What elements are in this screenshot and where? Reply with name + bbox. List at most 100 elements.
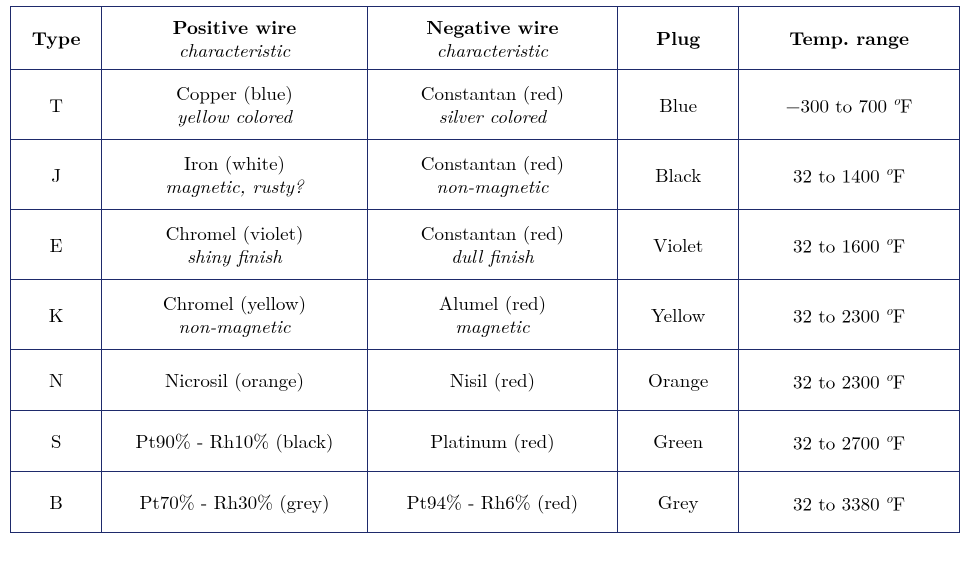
cell-negative: Constantan (red)non-magnetic bbox=[367, 140, 618, 210]
cell-type: E bbox=[11, 210, 102, 280]
table-row: EChromel (violet)shiny finishConstantan … bbox=[11, 210, 960, 280]
negative-main: Platinum (red) bbox=[430, 430, 554, 452]
plug-value: Orange bbox=[648, 369, 708, 391]
col-header-plug-title: Plug bbox=[656, 27, 700, 49]
cell-type: B bbox=[11, 472, 102, 533]
cell-positive: Copper (blue)yellow colored bbox=[102, 70, 367, 140]
type-value: S bbox=[51, 430, 62, 452]
plug-value: Grey bbox=[658, 491, 699, 513]
col-header-type: Type bbox=[11, 7, 102, 70]
col-header-negative-title: Negative wire bbox=[426, 16, 558, 38]
plug-value: Violet bbox=[653, 234, 703, 256]
positive-main: Chromel (yellow) bbox=[163, 292, 306, 314]
cell-positive: Iron (white)magnetic, rusty? bbox=[102, 140, 367, 210]
type-value: N bbox=[49, 369, 63, 391]
col-header-positive-sub: characteristic bbox=[179, 39, 290, 61]
table-row: B Pt70% - Rh30% (grey) Pt94% - Rh6% (red) G… bbox=[11, 472, 960, 533]
positive-main: Copper (blue) bbox=[176, 82, 293, 104]
col-header-positive-title: Positive wire bbox=[173, 16, 297, 38]
cell-type: T bbox=[11, 70, 102, 140]
cell-temp: 32 to 2300 oF bbox=[739, 280, 960, 350]
plug-value: Blue bbox=[659, 94, 697, 116]
cell-type: J bbox=[11, 140, 102, 210]
table-header-row: Type Positive wire characteristic Negati… bbox=[11, 7, 960, 70]
cell-plug: Violet bbox=[618, 210, 739, 280]
cell-positive: Pt90% - Rh10% (black) bbox=[102, 411, 367, 472]
negative-main: Alumel (red) bbox=[439, 292, 546, 314]
temp-value: 32 to 2300 oF bbox=[793, 302, 905, 326]
cell-type: N bbox=[11, 350, 102, 411]
cell-negative: Pt94% - Rh6% (red) bbox=[367, 472, 618, 533]
positive-sub: yellow colored bbox=[177, 105, 292, 127]
table-row: N Nicrosil (orange) Nisil (red) Orange 32 to… bbox=[11, 350, 960, 411]
type-value: K bbox=[49, 304, 64, 326]
thermocouple-table: Type Positive wire characteristic Negati… bbox=[10, 6, 960, 533]
cell-temp: 32 to 1400 oF bbox=[739, 140, 960, 210]
cell-plug: Orange bbox=[618, 350, 739, 411]
cell-temp: 32 to 1600 oF bbox=[739, 210, 960, 280]
type-value: J bbox=[51, 164, 61, 186]
cell-plug: Yellow bbox=[618, 280, 739, 350]
plug-value: Green bbox=[653, 430, 703, 452]
table-row: TCopper (blue)yellow coloredConstantan (… bbox=[11, 70, 960, 140]
col-header-positive: Positive wire characteristic bbox=[102, 7, 367, 70]
negative-sub: silver colored bbox=[439, 105, 546, 127]
col-header-type-title: Type bbox=[32, 27, 81, 49]
temp-value: 32 to 3380 oF bbox=[793, 490, 905, 514]
temp-value: 32 to 2300 oF bbox=[793, 368, 905, 392]
negative-main: Pt94% - Rh6% (red) bbox=[407, 491, 579, 513]
col-header-temp-title: Temp. range bbox=[789, 27, 909, 49]
negative-sub: dull finish bbox=[451, 245, 534, 267]
positive-sub: magnetic, rusty? bbox=[165, 175, 303, 197]
negative-main: Nisil (red) bbox=[450, 369, 535, 391]
cell-type: S bbox=[11, 411, 102, 472]
cell-plug: Blue bbox=[618, 70, 739, 140]
positive-main: Chromel (violet) bbox=[166, 222, 304, 244]
table-body: TCopper (blue)yellow coloredConstantan (… bbox=[11, 70, 960, 533]
cell-negative: Platinum (red) bbox=[367, 411, 618, 472]
cell-negative: Constantan (red)dull finish bbox=[367, 210, 618, 280]
cell-positive: Chromel (violet)shiny finish bbox=[102, 210, 367, 280]
table-row: S Pt90% - Rh10% (black) Platinum (red) Gree… bbox=[11, 411, 960, 472]
col-header-temp: Temp. range bbox=[739, 7, 960, 70]
cell-type: K bbox=[11, 280, 102, 350]
positive-main: Nicrosil (orange) bbox=[165, 369, 304, 391]
positive-main: Pt70% - Rh30% (grey) bbox=[139, 491, 329, 513]
plug-value: Yellow bbox=[651, 304, 705, 326]
col-header-plug: Plug bbox=[618, 7, 739, 70]
cell-temp: 32 to 3380 oF bbox=[739, 472, 960, 533]
cell-plug: Black bbox=[618, 140, 739, 210]
plug-value: Black bbox=[655, 164, 701, 186]
positive-sub: non-magnetic bbox=[178, 315, 290, 337]
positive-main: Pt90% - Rh10% (black) bbox=[136, 430, 334, 452]
positive-sub: shiny finish bbox=[187, 245, 282, 267]
cell-plug: Grey bbox=[618, 472, 739, 533]
cell-temp: 32 to 2300 oF bbox=[739, 350, 960, 411]
negative-main: Constantan (red) bbox=[421, 82, 564, 104]
negative-sub: non-magnetic bbox=[436, 175, 548, 197]
negative-main: Constantan (red) bbox=[421, 152, 564, 174]
cell-negative: Nisil (red) bbox=[367, 350, 618, 411]
negative-main: Constantan (red) bbox=[421, 222, 564, 244]
negative-sub: magnetic bbox=[455, 315, 529, 337]
cell-temp: −300 to 700 oF bbox=[739, 70, 960, 140]
col-header-negative: Negative wire characteristic bbox=[367, 7, 618, 70]
cell-plug: Green bbox=[618, 411, 739, 472]
temp-value: 32 to 1600 oF bbox=[793, 232, 905, 256]
cell-positive: Chromel (yellow)non-magnetic bbox=[102, 280, 367, 350]
cell-temp: 32 to 2700 oF bbox=[739, 411, 960, 472]
temp-value: 32 to 1400 oF bbox=[793, 162, 905, 186]
cell-negative: Constantan (red)silver colored bbox=[367, 70, 618, 140]
thermocouple-table-container: Type Positive wire characteristic Negati… bbox=[0, 0, 970, 562]
type-value: T bbox=[49, 94, 63, 116]
positive-main: Iron (white) bbox=[184, 152, 285, 174]
table-row: KChromel (yellow)non-magneticAlumel (red… bbox=[11, 280, 960, 350]
type-value: E bbox=[50, 234, 63, 256]
temp-value: 32 to 2700 oF bbox=[793, 429, 905, 453]
cell-negative: Alumel (red)magnetic bbox=[367, 280, 618, 350]
table-row: JIron (white)magnetic, rusty?Constantan … bbox=[11, 140, 960, 210]
cell-positive: Pt70% - Rh30% (grey) bbox=[102, 472, 367, 533]
type-value: B bbox=[49, 491, 62, 513]
cell-positive: Nicrosil (orange) bbox=[102, 350, 367, 411]
temp-value: −300 to 700 oF bbox=[786, 92, 913, 116]
